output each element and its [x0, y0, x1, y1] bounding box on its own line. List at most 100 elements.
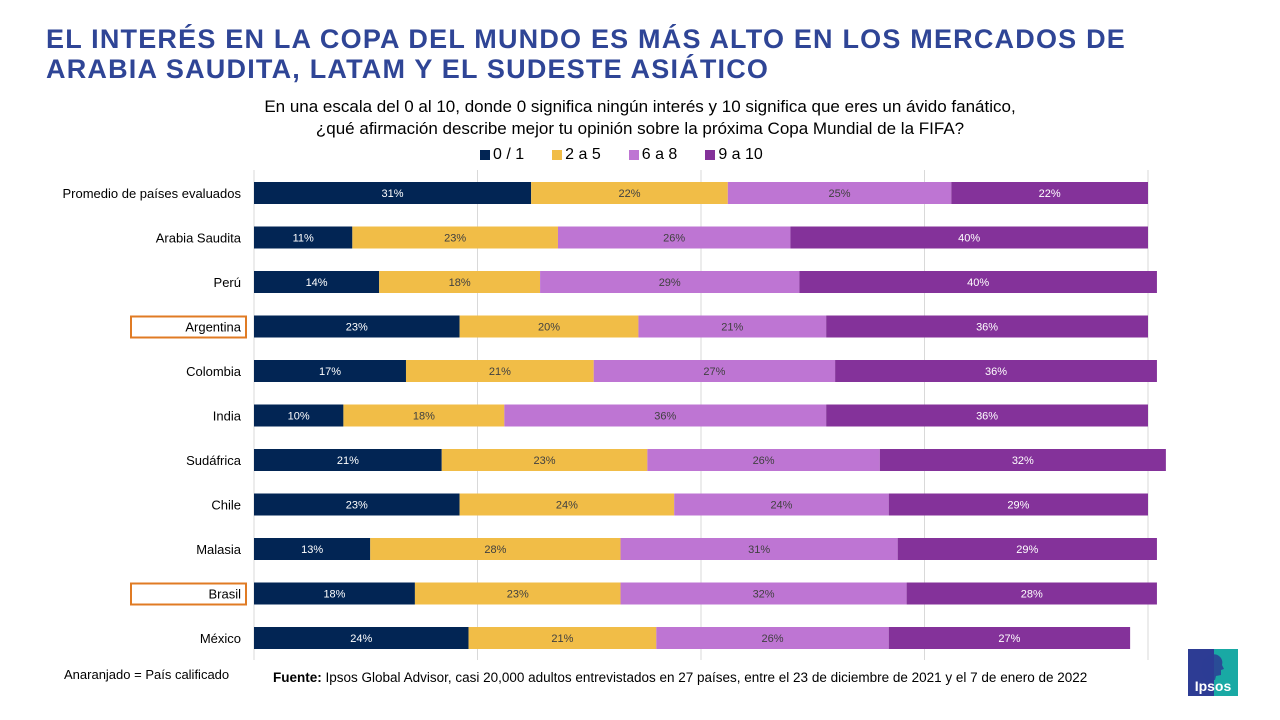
bar-segment: [370, 538, 621, 560]
data-label: 23%: [346, 500, 368, 512]
category-label: Arabia Saudita: [156, 231, 242, 246]
data-label: 32%: [1012, 455, 1034, 467]
legend-swatch: [552, 150, 563, 160]
data-label: 36%: [976, 322, 998, 334]
bar-segment: [254, 627, 469, 649]
data-label: 28%: [484, 544, 506, 556]
data-label: 31%: [382, 188, 404, 200]
data-label: 24%: [770, 500, 792, 512]
data-label: 23%: [507, 589, 529, 601]
bar-segment: [441, 449, 648, 471]
category-label: Sudáfrica: [186, 453, 242, 468]
bar-segment: [254, 493, 460, 516]
bar-segment: [468, 627, 657, 649]
legend-swatch: [705, 150, 716, 160]
bar-segment: [835, 360, 1157, 382]
category-label: Colombia: [186, 364, 242, 379]
bar-segment: [459, 315, 639, 338]
data-label: 21%: [489, 366, 511, 378]
bar-segment: [826, 404, 1148, 427]
source-label: Fuente:: [273, 670, 322, 685]
data-label: 29%: [659, 277, 681, 289]
data-label: 21%: [551, 633, 573, 645]
category-label: Promedio de países evaluados: [62, 186, 241, 201]
data-label: 40%: [967, 277, 989, 289]
data-label: 26%: [663, 233, 685, 245]
bar-segment: [540, 271, 800, 293]
data-label: 40%: [958, 233, 980, 245]
data-label: 11%: [293, 233, 314, 245]
category-label: Perú: [214, 275, 241, 290]
bar-segment: [647, 449, 880, 471]
data-label: 28%: [1021, 589, 1043, 601]
bar-segment: [620, 582, 907, 605]
bar-segment: [504, 404, 827, 427]
category-label: Argentina: [185, 320, 241, 335]
page-title: EL INTERÉS EN LA COPA DEL MUNDO ES MÁS A…: [46, 24, 1126, 84]
data-label: 27%: [998, 633, 1020, 645]
bar-segment: [638, 315, 827, 338]
bar-segment: [557, 226, 791, 249]
bar-segment: [656, 627, 889, 649]
legend-label: 2 a 5: [565, 146, 601, 163]
legend-item: 0 / 1: [480, 146, 524, 164]
data-label: 36%: [976, 411, 998, 423]
bar-segment: [254, 449, 442, 471]
data-label: 29%: [1007, 500, 1029, 512]
data-label: 29%: [1016, 544, 1038, 556]
data-label: 26%: [762, 633, 784, 645]
category-label: México: [200, 631, 241, 646]
data-label: 24%: [556, 500, 578, 512]
legend-swatch: [628, 150, 639, 160]
legend: 0 / 1 2 a 5 6 a 8 9 a 10: [480, 146, 763, 164]
category-label: Chile: [211, 498, 241, 513]
bar-segment: [888, 627, 1131, 649]
bar-segment: [254, 226, 353, 249]
highlight-box: [130, 582, 247, 606]
bar-segment: [790, 226, 1148, 249]
legend-swatch: [480, 150, 490, 160]
category-label: India: [213, 409, 242, 424]
bar-segment: [352, 226, 558, 249]
bar-segment: [405, 360, 594, 382]
bar-segment: [254, 360, 406, 382]
data-label: 18%: [323, 589, 345, 601]
bar-segment: [674, 493, 889, 516]
data-label: 18%: [449, 277, 471, 289]
bar-segment: [254, 538, 371, 560]
data-label: 23%: [444, 233, 466, 245]
bar-segment: [379, 271, 541, 293]
subtitle-line-1: En una escala del 0 al 10, donde 0 signi…: [264, 97, 1016, 116]
data-label: 23%: [346, 322, 368, 334]
data-label: 20%: [538, 322, 560, 334]
data-label: 23%: [534, 455, 556, 467]
legend-label: 0 / 1: [493, 146, 525, 163]
bar-segment: [254, 315, 460, 338]
bar-segment: [906, 582, 1157, 605]
chart-subtitle: En una escala del 0 al 10, donde 0 signi…: [0, 96, 1280, 140]
bar-segment: [254, 582, 415, 605]
bar-segment: [531, 182, 728, 204]
bar-segment: [951, 182, 1148, 204]
data-label: 22%: [1039, 188, 1061, 200]
bar-segment: [879, 449, 1166, 471]
data-label: 18%: [413, 411, 435, 423]
data-label: 36%: [985, 366, 1007, 378]
bar-segment: [459, 493, 675, 516]
subtitle-line-2: ¿qué afirmación describe mejor tu opinió…: [315, 119, 965, 138]
data-label: 14%: [306, 277, 328, 289]
bar-segment: [727, 182, 952, 204]
legend-item: 9 a 10: [705, 146, 763, 164]
legend-label: 6 a 8: [641, 146, 678, 163]
bar-segment: [826, 315, 1148, 338]
category-label: Malasia: [196, 542, 242, 557]
bar-segment: [254, 182, 532, 204]
data-label: 22%: [618, 188, 640, 200]
bar-segment: [593, 360, 836, 382]
source-note: Fuente: Ipsos Global Advisor, casi 20,00…: [273, 670, 1087, 685]
bar-segment: [888, 493, 1148, 516]
data-label: 10%: [288, 411, 310, 423]
data-label: 25%: [829, 188, 851, 200]
legend-label: 9 a 10: [718, 146, 763, 163]
